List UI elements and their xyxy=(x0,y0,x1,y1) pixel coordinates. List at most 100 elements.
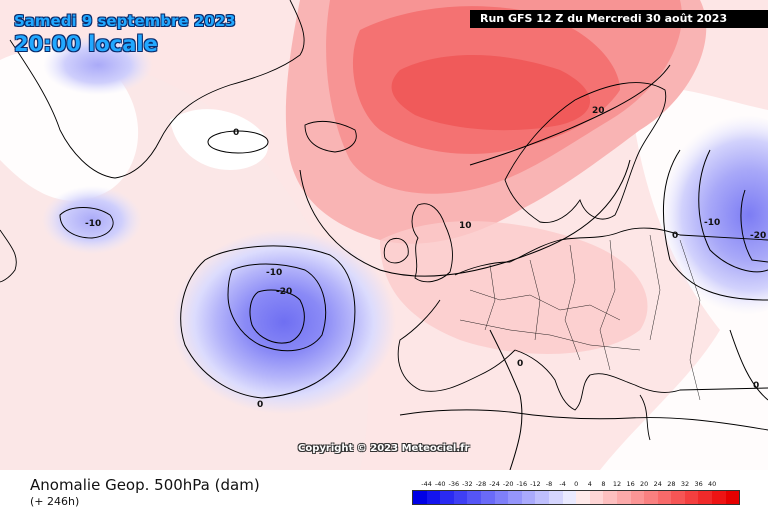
weather-map: 0 -10 20 10 -10 -20 0 -10 -20 0 0 0 Same… xyxy=(0,0,768,470)
map-canvas: 0 -10 20 10 -10 -20 0 -10 -20 0 0 0 xyxy=(0,0,768,470)
legend-swatch xyxy=(453,491,468,504)
legend-swatch xyxy=(494,491,509,504)
contours xyxy=(59,64,768,470)
legend-scale-labels: -44 -40 -36 -32 -28 -24 -20 -16 -12 -8 -4 0 4 8 12 16 20… xyxy=(412,480,752,490)
label-0-iceland: 0 xyxy=(233,128,239,138)
legend-label: -40 xyxy=(434,480,446,488)
zero-zone-iceland xyxy=(170,109,269,170)
legend-label: -16 xyxy=(516,480,528,488)
legend-swatch xyxy=(603,491,617,504)
legend-label: -4 xyxy=(559,480,566,488)
label-0-russia: 0 xyxy=(672,231,678,241)
label-0-mediterranean: 0 xyxy=(517,359,523,369)
border-8 xyxy=(679,239,701,401)
country-borders xyxy=(459,234,701,401)
label-10-northsea: 10 xyxy=(459,221,472,231)
legend-swatch xyxy=(521,491,536,504)
legend-label: -12 xyxy=(530,480,541,488)
legend-label: 32 xyxy=(680,480,690,488)
legend-swatch xyxy=(562,491,577,504)
legend-swatch xyxy=(480,491,495,504)
coast-iceland xyxy=(304,120,357,153)
legend-label: 4 xyxy=(587,480,592,488)
label-0-atlantic: 0 xyxy=(257,400,263,410)
high-field-peak xyxy=(391,55,590,131)
border-2 xyxy=(484,264,496,331)
legend-swatch xyxy=(508,491,522,504)
map-footer: Anomalie Geop. 500hPa (dam) (+ 246h) -44… xyxy=(0,470,768,512)
legend-swatch xyxy=(413,491,427,504)
low-north-greenland-field xyxy=(43,35,153,95)
contour-m20-russia xyxy=(740,189,768,263)
legend-swatch xyxy=(616,491,631,504)
label-m20-russia: -20 xyxy=(750,231,766,241)
border-3 xyxy=(529,259,541,341)
forecast-lead-time: (+ 246h) xyxy=(30,495,80,508)
legend-label: 0 xyxy=(574,480,579,488)
legend-swatch xyxy=(535,491,549,504)
legend-label: 28 xyxy=(667,480,676,488)
coast-north-africa xyxy=(399,409,768,431)
legend-color-bar xyxy=(412,490,741,505)
contour-0-atlantic xyxy=(180,245,356,399)
label-0-eastmed: 0 xyxy=(753,381,759,391)
label-20-norway: 20 xyxy=(592,106,605,116)
coast-britain xyxy=(411,203,453,283)
contour-m10-russia xyxy=(698,149,768,273)
legend-label: 12 xyxy=(612,480,622,488)
legend-swatch xyxy=(644,491,658,504)
coast-north-europe xyxy=(454,227,768,276)
contour-0-east xyxy=(729,329,768,401)
legend-swatch xyxy=(712,491,726,504)
contour-m10-greenland xyxy=(59,207,114,239)
copyright-notice: Copyright © 2023 Meteociel.fr xyxy=(298,443,470,454)
legend-swatch xyxy=(684,491,699,504)
forecast-date: Samedi 9 septembre 2023 xyxy=(14,12,236,30)
legend-label: -36 xyxy=(448,480,460,488)
border-6 xyxy=(649,234,661,341)
legend-label: -28 xyxy=(475,480,487,488)
coastlines xyxy=(0,0,768,441)
ridge-europe xyxy=(380,221,648,354)
contour-0-iceland xyxy=(207,130,269,154)
border-4 xyxy=(564,244,581,361)
legend-label: 20 xyxy=(640,480,649,488)
coast-iberia xyxy=(397,299,516,392)
coast-greece xyxy=(639,394,651,441)
legend-swatch xyxy=(467,491,481,504)
coast-med-north xyxy=(514,349,768,411)
label-m20-atlantic: -20 xyxy=(276,287,292,297)
coast-ireland xyxy=(383,237,409,264)
label-m10-greenland: -10 xyxy=(85,219,101,229)
border-5 xyxy=(599,239,616,371)
legend-label: 40 xyxy=(708,480,717,488)
legend-swatch xyxy=(657,491,672,504)
legend-swatch xyxy=(698,491,713,504)
legend-label: -24 xyxy=(489,480,500,488)
legend-label: 16 xyxy=(626,480,635,488)
legend-label: -44 xyxy=(421,480,432,488)
legend-swatch xyxy=(426,491,441,504)
low-greenland-field xyxy=(42,186,142,254)
legend-swatch xyxy=(548,491,563,504)
parameter-title: Anomalie Geop. 500hPa (dam) xyxy=(30,476,260,494)
low-russia-field xyxy=(650,115,768,315)
coast-scandinavia xyxy=(504,82,667,223)
contour-m20-atlantic xyxy=(249,289,305,344)
legend-label: 24 xyxy=(653,480,662,488)
legend-swatch xyxy=(671,491,685,504)
contour-10-europe xyxy=(299,159,631,277)
forecast-time: 20:00 locale xyxy=(14,32,158,56)
coast-labrador xyxy=(0,229,17,283)
label-m10-russia: -10 xyxy=(704,218,720,228)
coast-greenland xyxy=(9,0,305,179)
legend-swatch xyxy=(589,491,604,504)
legend-swatch xyxy=(725,491,740,504)
legend-label: 8 xyxy=(601,480,606,488)
legend-swatch xyxy=(576,491,590,504)
legend-label: -8 xyxy=(545,480,553,488)
legend-label: -32 xyxy=(462,480,473,488)
legend-label: 36 xyxy=(694,480,703,488)
model-run-info: Run GFS 12 Z du Mercredi 30 août 2023 xyxy=(470,10,768,28)
legend-swatch xyxy=(440,491,454,504)
